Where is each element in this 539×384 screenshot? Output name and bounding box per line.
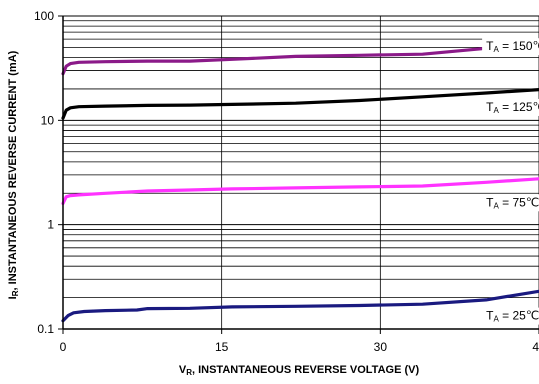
series-label: TA = 150℃ <box>486 39 539 54</box>
x-tick-label: 0 <box>60 340 67 354</box>
series-label: TA = 75℃ <box>486 195 539 210</box>
y-tick-label: 10 <box>41 113 55 127</box>
y-axis-title: IR, INSTANTANEOUS REVERSE CURRENT (mA) <box>7 50 20 299</box>
x-tick-label: 15 <box>215 340 229 354</box>
series-line <box>61 87 539 120</box>
series-line <box>61 39 539 76</box>
series-label-background <box>482 194 539 212</box>
series-labels: TA = 150℃ TA = 125℃ TA = 75℃ TA = 25℃ <box>482 38 539 325</box>
series-line <box>61 289 539 323</box>
series-label-background <box>482 307 539 325</box>
series-lines <box>61 39 539 323</box>
x-tick-label: 30 <box>374 340 388 354</box>
series-label-background <box>482 38 539 56</box>
series-line <box>61 177 539 205</box>
y-tick-label: 0.1 <box>37 322 54 336</box>
x-axis-title: VR, INSTANTANEOUS REVERSE VOLTAGE (V) <box>179 364 420 377</box>
axes: 0.1 1 10 100 0 15 30 45 <box>34 9 539 354</box>
y-tick-label: 100 <box>34 9 54 23</box>
series-label: TA = 125℃ <box>486 100 539 115</box>
y-tick-label: 1 <box>47 218 54 232</box>
x-tick-label: 45 <box>532 340 539 354</box>
series-label-background <box>482 98 539 116</box>
series-label: TA = 25℃ <box>486 309 539 324</box>
grid <box>63 15 539 330</box>
